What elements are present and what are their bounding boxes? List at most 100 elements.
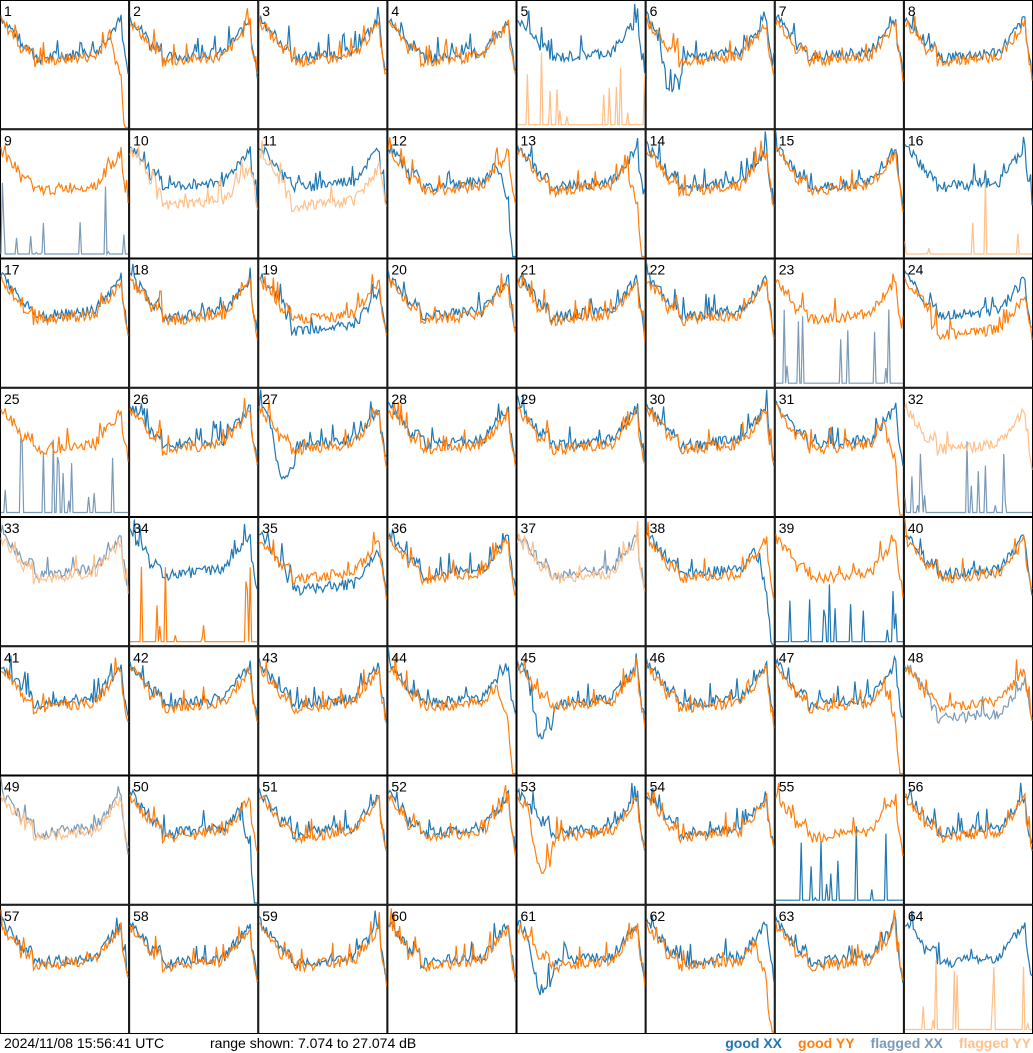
series-yy-8 (904, 16, 1033, 81)
panel-60: 60 (387, 904, 517, 1034)
panel-frame (774, 775, 904, 905)
panel-label: 62 (650, 908, 666, 924)
panel-frame (774, 129, 904, 259)
panel-label: 5 (521, 3, 529, 19)
panel-54: 54 (645, 775, 775, 905)
panel-34: 34 (129, 517, 259, 647)
panel-33: 33 (0, 517, 130, 647)
series-xx-37 (516, 530, 646, 592)
panel-frame (258, 0, 388, 130)
panel-18: 18 (129, 258, 259, 388)
panel-21: 21 (516, 258, 646, 388)
panel-19: 19 (258, 258, 388, 388)
series-yy-27 (258, 399, 387, 469)
panel-label: 41 (4, 649, 20, 665)
panel-frame (387, 646, 517, 776)
panel-frame (129, 0, 259, 130)
legend-good-xx: good XX (725, 1035, 783, 1051)
panel-40: 40 (903, 517, 1033, 647)
series-yy-39 (775, 533, 904, 598)
panel-label: 24 (908, 262, 924, 278)
panel-57: 57 (0, 904, 130, 1034)
panel-label: 20 (391, 262, 407, 278)
panel-3: 3 (258, 0, 388, 130)
series-yy-48 (904, 659, 1033, 722)
panel-frame (774, 387, 904, 517)
panel-label: 53 (521, 779, 537, 795)
series-xx-4 (387, 18, 517, 75)
series-yy-49 (0, 794, 129, 849)
panel-frame (0, 0, 130, 130)
panel-frame (387, 258, 517, 388)
panel-12: 12 (387, 129, 517, 259)
panel-frame (774, 904, 904, 1034)
series-yy-62 (646, 922, 774, 1033)
panel-label: 58 (133, 908, 149, 924)
panel-label: 18 (133, 262, 149, 278)
panel-frame (774, 646, 904, 776)
panel-44: 44 (387, 646, 517, 776)
panel-frame (258, 129, 388, 259)
panel-label: 26 (133, 391, 149, 407)
panel-32: 32 (903, 387, 1033, 517)
panel-23: 23 (774, 258, 904, 388)
panel-frame (0, 517, 130, 647)
series-yy-25 (0, 408, 129, 462)
series-xx-15 (775, 131, 904, 206)
panel-label: 60 (391, 908, 407, 924)
panel-frame (645, 517, 775, 647)
panel-label: 12 (391, 132, 407, 148)
panel-43: 43 (258, 646, 388, 776)
series-xx-33 (0, 524, 129, 588)
panel-frame (903, 517, 1033, 647)
panel-label: 21 (521, 262, 537, 278)
panel-label: 46 (650, 649, 666, 665)
panel-frame (774, 258, 904, 388)
panel-7: 7 (774, 0, 904, 130)
panel-label: 38 (650, 520, 666, 536)
series-yy-63 (775, 909, 904, 981)
panel-frame (258, 387, 388, 517)
panel-label: 4 (391, 3, 399, 19)
panel-frame (774, 0, 904, 130)
panel-label: 37 (521, 520, 537, 536)
panel-51: 51 (258, 775, 388, 905)
series-xx-17 (0, 272, 129, 330)
series-yy-12 (387, 137, 517, 205)
panel-63: 63 (774, 904, 904, 1034)
panel-31: 31 (774, 387, 904, 517)
panel-55: 55 (774, 775, 904, 905)
panel-frame (903, 258, 1033, 388)
series-yy-4 (387, 19, 517, 73)
panel-frame (645, 904, 775, 1034)
series-yy-60 (387, 908, 517, 981)
series-xx-47 (775, 654, 904, 718)
legend: good XX good YY flagged XX flagged YY (709, 1034, 1031, 1052)
panel-frame (129, 517, 259, 647)
panel-14: 14 (645, 129, 775, 259)
series-yy-51 (258, 794, 387, 851)
series-xx-1 (0, 14, 129, 75)
panel-label: 2 (133, 3, 141, 19)
series-xx-45 (516, 653, 646, 740)
panel-2: 2 (129, 0, 259, 130)
series-yy-41 (0, 657, 129, 723)
panel-64: 64 (903, 904, 1033, 1034)
panel-4: 4 (387, 0, 517, 130)
panel-20: 20 (387, 258, 517, 388)
series-xx-10 (130, 146, 258, 204)
panel-label: 23 (779, 262, 795, 278)
series-xx-9 (0, 182, 129, 257)
panel-frame (0, 129, 130, 259)
series-yy-13 (516, 146, 645, 258)
series-yy-16 (904, 179, 1032, 255)
panel-label: 33 (4, 520, 20, 536)
panel-label: 14 (650, 132, 666, 148)
series-yy-32 (904, 402, 1033, 471)
series-xx-39 (775, 584, 903, 643)
panel-frame (129, 646, 259, 776)
series-yy-17 (0, 275, 129, 336)
panel-frame (774, 517, 904, 647)
panel-49: 49 (0, 775, 130, 905)
panel-frame (129, 775, 259, 905)
